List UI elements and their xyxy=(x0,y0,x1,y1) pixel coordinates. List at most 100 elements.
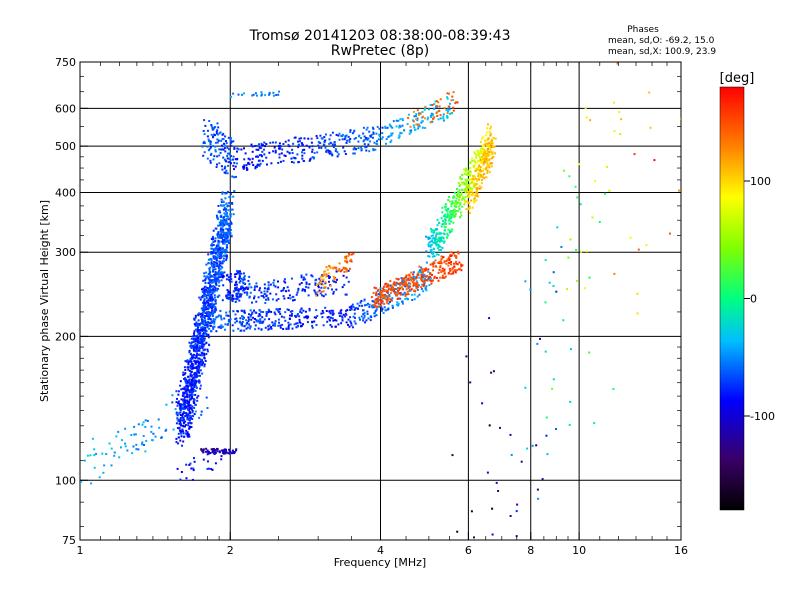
data-point xyxy=(189,462,192,465)
data-point xyxy=(616,62,619,65)
data-point xyxy=(383,306,386,309)
data-point xyxy=(225,248,228,251)
data-point xyxy=(245,164,248,167)
data-point xyxy=(193,406,196,409)
data-point xyxy=(492,137,495,140)
data-point xyxy=(319,292,322,295)
data-point xyxy=(246,326,249,329)
data-point xyxy=(212,448,215,451)
data-point xyxy=(450,215,453,218)
data-point xyxy=(413,279,415,282)
data-point xyxy=(450,261,453,263)
data-point xyxy=(226,240,229,243)
data-point xyxy=(217,133,219,136)
data-point xyxy=(303,137,306,140)
data-point xyxy=(233,161,236,164)
data-point xyxy=(455,209,458,212)
data-point xyxy=(479,166,482,168)
data-point xyxy=(204,320,206,323)
data-point xyxy=(279,324,282,327)
data-point xyxy=(398,134,401,137)
y-tick-label: 600 xyxy=(55,102,76,115)
data-point xyxy=(396,294,398,296)
data-point xyxy=(326,316,329,319)
data-point xyxy=(216,315,219,318)
data-point xyxy=(216,450,219,453)
data-point xyxy=(229,139,232,142)
data-point xyxy=(405,288,408,291)
data-point xyxy=(257,148,260,151)
data-point xyxy=(319,275,322,278)
data-point xyxy=(424,269,427,272)
data-point xyxy=(188,396,191,399)
data-point xyxy=(302,309,305,312)
data-point xyxy=(225,311,228,314)
data-point xyxy=(220,198,223,201)
data-point xyxy=(189,344,192,347)
data-point xyxy=(474,187,477,190)
data-point xyxy=(322,295,325,298)
data-point xyxy=(214,145,217,148)
data-point xyxy=(491,162,494,165)
x-tick-label: 6 xyxy=(465,544,472,557)
data-point xyxy=(198,361,201,364)
data-point xyxy=(185,429,188,432)
data-point xyxy=(338,132,341,135)
data-point xyxy=(207,282,210,284)
data-point xyxy=(199,334,202,337)
data-point xyxy=(687,99,689,101)
data-point xyxy=(179,478,182,481)
data-point xyxy=(591,216,594,219)
data-point xyxy=(447,110,449,113)
data-point xyxy=(209,146,212,149)
data-point xyxy=(251,312,254,315)
data-point xyxy=(206,348,209,351)
data-point xyxy=(429,103,432,106)
data-point xyxy=(575,279,578,282)
data-point xyxy=(425,279,428,282)
data-point xyxy=(383,285,385,288)
data-point xyxy=(208,306,210,309)
data-point xyxy=(197,314,200,317)
data-point xyxy=(443,222,445,225)
data-point xyxy=(316,283,318,286)
data-point xyxy=(222,223,225,226)
data-point xyxy=(220,234,223,237)
data-point xyxy=(194,357,197,360)
data-point xyxy=(201,329,204,332)
data-point xyxy=(243,288,246,290)
data-point xyxy=(473,200,476,203)
data-point xyxy=(301,144,304,147)
data-point xyxy=(191,418,194,420)
data-point xyxy=(372,291,375,294)
data-point xyxy=(262,311,265,313)
data-point xyxy=(222,250,225,253)
data-point xyxy=(467,174,469,176)
data-point xyxy=(424,277,426,280)
data-point xyxy=(350,253,353,256)
data-point xyxy=(488,142,491,145)
data-point xyxy=(232,329,235,332)
data-point xyxy=(191,380,193,383)
data-point xyxy=(311,148,314,151)
data-point xyxy=(201,354,204,357)
data-point xyxy=(341,319,344,322)
data-point xyxy=(441,256,444,259)
data-point xyxy=(256,163,259,166)
data-point xyxy=(357,140,360,143)
data-point xyxy=(447,207,450,210)
data-point xyxy=(228,319,230,321)
data-point xyxy=(290,314,293,317)
data-point xyxy=(458,268,460,271)
data-point xyxy=(203,317,206,320)
data-point xyxy=(180,430,183,433)
data-point xyxy=(458,261,461,264)
data-point xyxy=(227,232,230,235)
data-point xyxy=(331,266,334,269)
x-tick-label: 4 xyxy=(377,544,384,557)
data-point xyxy=(221,191,224,194)
data-point xyxy=(224,135,227,138)
data-point xyxy=(201,295,204,298)
data-point xyxy=(302,278,305,281)
